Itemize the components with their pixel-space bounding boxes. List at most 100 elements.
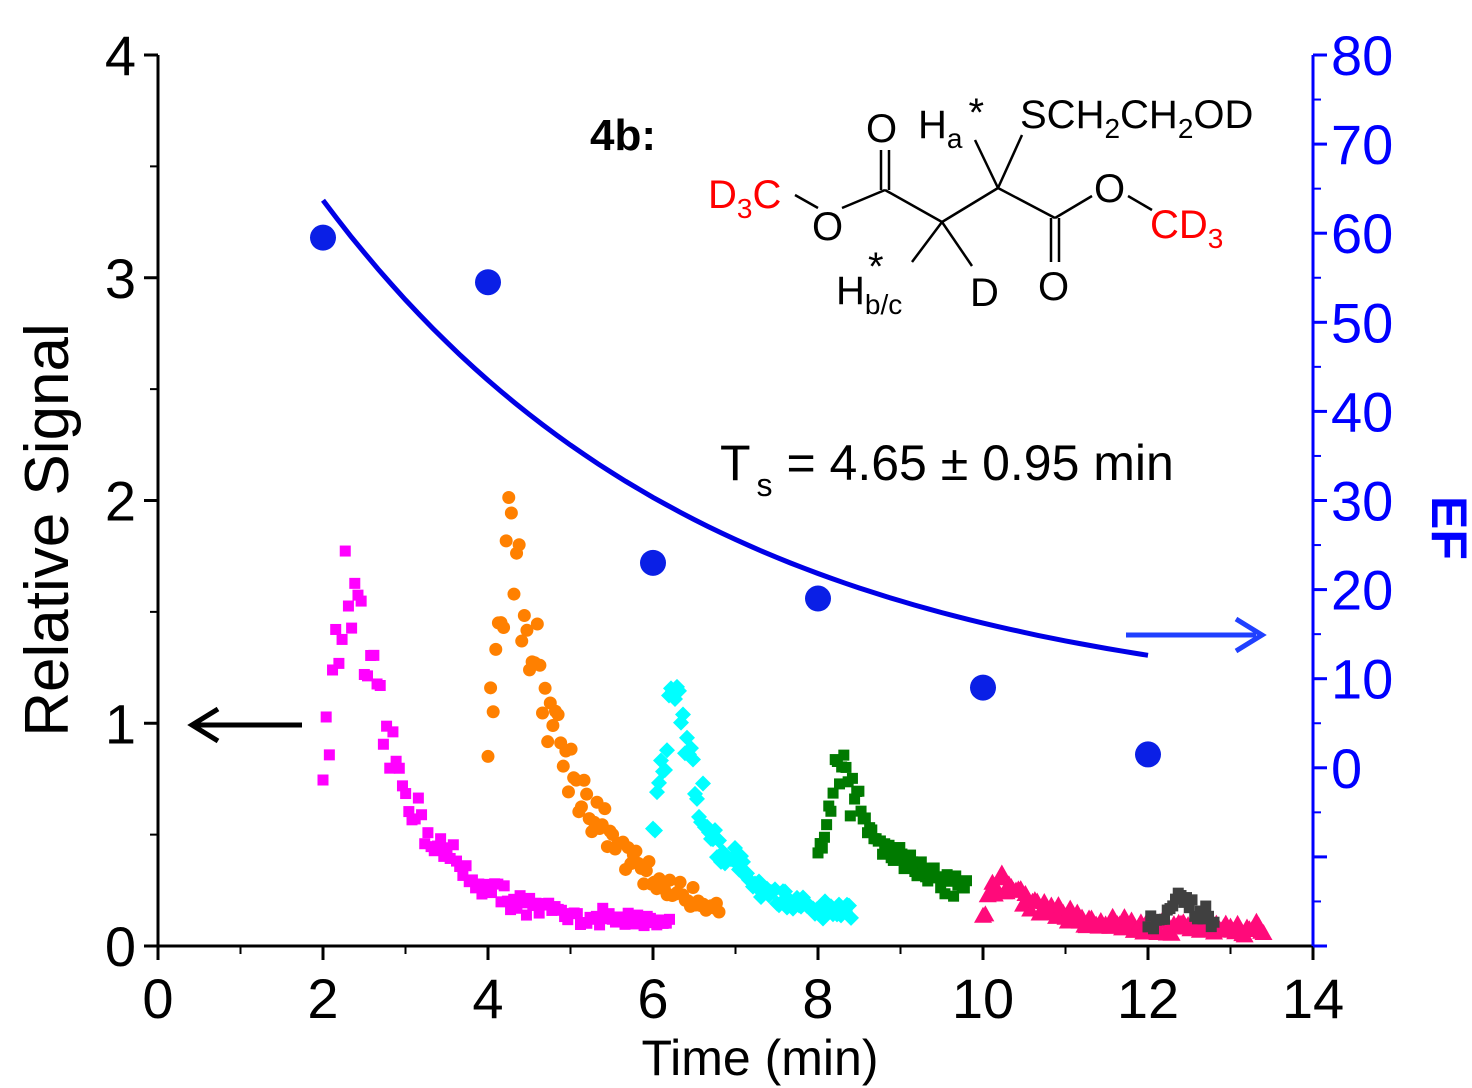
mol-ha-sub: a [947,123,963,154]
point-0-14 [362,670,374,682]
point-1-22 [538,681,552,695]
point-1-19 [530,617,544,631]
point-0-38 [438,850,450,862]
point-5-24 [1208,916,1220,928]
point-0-55 [492,878,504,890]
mol-d3c-sub: 3 [737,193,753,224]
point-0-31 [416,809,428,821]
series-0 [317,545,675,932]
point-0-5 [333,657,345,669]
point-0-41 [447,839,459,851]
point-4-1 [976,905,995,922]
point-1-13 [515,634,529,648]
mol-hbc-sub: b/c [865,289,902,320]
point-0-90 [603,908,615,920]
point-1-31 [561,785,575,799]
x-tick-label-5: 10 [952,967,1014,1030]
point-3-57 [935,882,947,894]
point-3-32 [881,845,893,857]
point-0-65 [524,892,536,904]
point-1-10 [507,587,521,601]
point-1-70 [663,873,677,887]
molecule-structure [794,134,1153,267]
point-0-47 [466,874,478,886]
y-right-tick-label-3: 30 [1331,470,1393,533]
point-2-98 [841,897,857,914]
point-2-22 [689,790,705,807]
mol-sch-sub-2: 2 [1178,113,1194,144]
x-tick-label-6: 12 [1117,967,1179,1030]
point-0-80 [571,908,583,920]
point-0-86 [590,910,602,922]
point-0-39 [441,842,453,854]
point-1-36 [574,800,588,814]
point-3-2 [816,842,828,854]
point-0-26 [400,788,412,800]
point-0-37 [435,833,447,845]
point-1-62 [642,855,656,869]
point-0-3 [327,664,339,676]
point-0-12 [355,595,367,607]
y-axis-right-label: EF [1421,496,1472,560]
point-3-7 [827,787,839,799]
point-1-1 [484,681,498,695]
point-3-19 [853,785,865,797]
point-0-29 [409,813,421,825]
ef-fit-line [321,198,1149,658]
series-layer [317,490,1273,943]
point-0-64 [520,909,532,921]
point-3-48 [915,856,927,868]
point-0-61 [511,902,523,914]
point-2-20 [685,751,701,768]
point-2-19 [683,740,699,757]
point-0-2 [323,749,335,761]
y-left-tick-label-1: 1 [105,692,136,755]
point-0-32 [419,838,431,850]
mol-sch-sub-1: 2 [1104,113,1120,144]
y-right-tick-label-6: 60 [1331,202,1393,265]
y-right-tick-label-2: 20 [1331,559,1393,622]
point-1-48 [606,828,620,842]
series-4 [974,864,1273,943]
point-0-59 [505,904,517,916]
mol-sch: SCH2CH2OD [1020,93,1253,144]
point-3-17 [849,793,861,805]
point-0-0 [317,774,329,786]
mol-ha: Ha* [918,91,984,154]
point-3-4 [821,819,833,831]
point-1-7 [499,534,513,548]
point-3-64 [950,870,962,882]
point-0-7 [339,545,351,557]
point-4-119 [1254,924,1273,941]
point-5-2 [1148,923,1159,935]
point-0-10 [349,577,361,589]
point-0-23 [390,755,402,767]
point-1-74 [673,875,687,889]
point-3-16 [846,772,858,784]
mol-o-bottom-right: O [1038,265,1069,309]
point-1-20 [533,658,547,672]
molecule-labels: O Ha* SCH2CH2OD D3C O O CD3 Hb/c* D O [708,91,1253,320]
point-4-8 [992,864,1011,881]
point-0-51 [479,878,491,890]
point-0-63 [517,897,529,909]
mol-cd3-sub: 3 [1208,223,1224,254]
y-right-tick-label-5: 50 [1331,291,1393,354]
point-0-50 [476,888,488,900]
point-0-27 [403,806,415,818]
point-3-69 [961,875,972,887]
point-1-15 [520,623,534,637]
point-0-53 [485,887,497,899]
point-3-20 [855,805,867,817]
point-0-49 [473,878,485,890]
ts-annotation-main: T [720,435,751,491]
series-1 [481,490,726,919]
mol-sch-1: SCH [1020,93,1104,137]
right-arrow [1126,616,1267,654]
point-1-0 [481,749,495,763]
y-right-tick-label-8: 80 [1331,24,1393,87]
point-3-12 [838,749,850,761]
ef-point-5 [1135,741,1161,768]
point-0-21 [384,762,396,774]
